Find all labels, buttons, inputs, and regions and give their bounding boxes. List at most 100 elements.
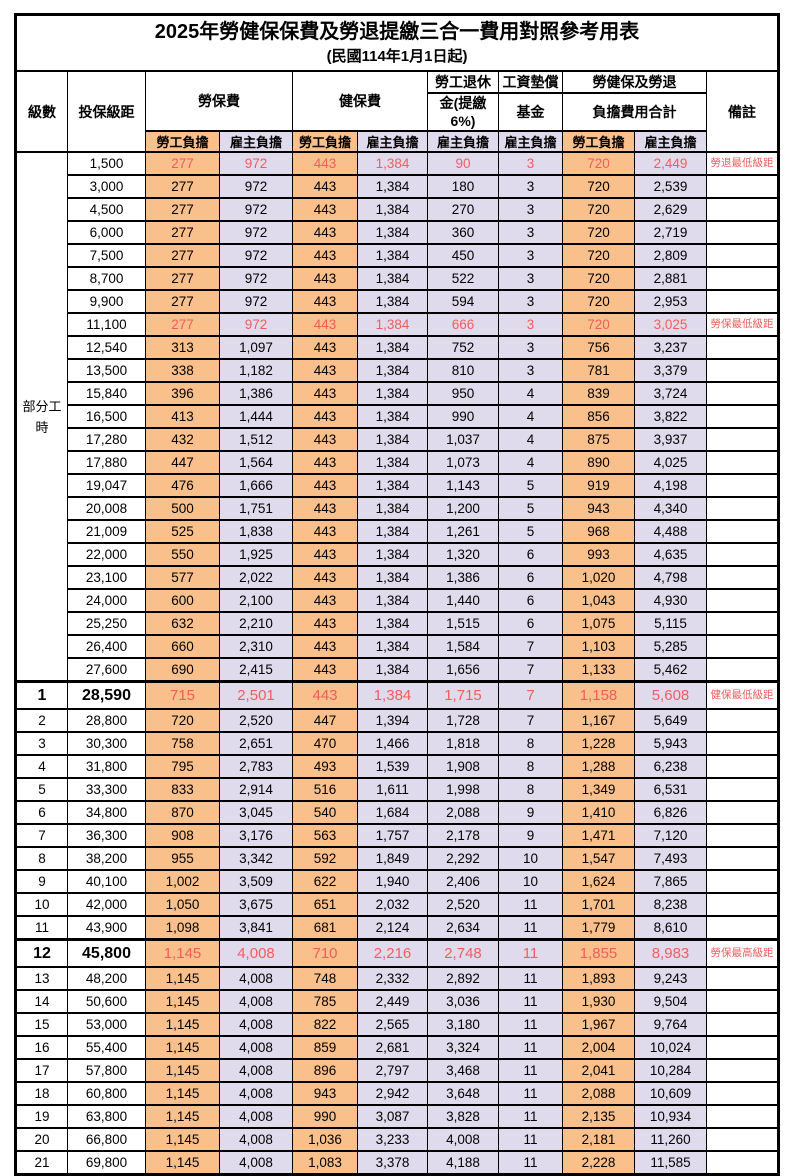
table-row: 8,700 277 972 443 1,384 522 3 720 2,881 [16, 266, 780, 291]
labor-employer-cell: 1,386 [219, 381, 293, 406]
wage-fund-employer-cell: 11 [498, 1081, 563, 1106]
bracket-cell: 20,008 [67, 496, 146, 521]
header-level: 級數 [15, 70, 68, 153]
wage-fund-employer-cell: 10 [498, 869, 563, 894]
bracket-cell: 25,250 [67, 611, 146, 636]
labor-employee-cell: 1,145 [145, 1035, 220, 1060]
header-row-groups-2: 金(提繳6%) 基金 負擔費用合計 [16, 92, 779, 132]
total-employer-cell: 3,724 [634, 381, 707, 406]
health-employee-cell: 443 [292, 151, 358, 176]
wage-fund-employer-cell: 11 [498, 892, 563, 917]
health-employer-cell: 1,384 [357, 496, 428, 521]
remark-cell [705, 174, 780, 199]
bracket-cell: 40,100 [67, 869, 146, 894]
total-employee-cell: 890 [562, 450, 635, 475]
title-row: 2025年勞健保保費及勞退提繳三合一費用對照參考用表 (民國114年1月1日起) [14, 13, 780, 72]
bracket-cell: 57,800 [67, 1058, 146, 1083]
pension-employer-cell: 4,188 [427, 1150, 499, 1176]
health-employee-cell: 563 [292, 823, 358, 848]
header-pension-line1: 勞工退休 [427, 70, 499, 94]
pension-employer-cell: 2,178 [427, 823, 499, 848]
pension-employer-cell: 666 [427, 312, 499, 337]
labor-employer-cell: 972 [219, 151, 293, 176]
bracket-cell: 23,100 [67, 565, 146, 590]
labor-employer-cell: 2,501 [219, 680, 293, 710]
header-health-insurance: 健保費 [292, 70, 428, 132]
labor-employee-cell: 577 [145, 565, 220, 590]
labor-employer-cell: 4,008 [219, 938, 293, 968]
labor-employer-cell: 4,008 [219, 1035, 293, 1060]
labor-employee-cell: 795 [145, 754, 220, 779]
header-hi-employee-share: 勞工負擔 [292, 130, 358, 153]
table-title-block: 2025年勞健保保費及勞退提繳三合一費用對照參考用表 (民國114年1月1日起) [14, 13, 780, 72]
pension-employer-cell: 3,180 [427, 1012, 499, 1037]
pension-employer-cell: 1,998 [427, 777, 499, 802]
bracket-cell: 42,000 [67, 892, 146, 917]
wage-fund-employer-cell: 3 [498, 266, 563, 291]
labor-employee-cell: 758 [145, 731, 220, 756]
table-row: 24,000 600 2,100 443 1,384 1,440 6 1,043 4,930 [16, 588, 780, 613]
remark-cell [705, 657, 780, 683]
bracket-cell: 38,200 [67, 846, 146, 871]
health-employer-cell: 1,384 [357, 473, 428, 498]
pension-employer-cell: 1,143 [427, 473, 499, 498]
header-pension-employer-share: 雇主負擔 [427, 130, 499, 153]
remark-cell [705, 289, 780, 314]
remark-cell [705, 846, 780, 871]
wage-fund-employer-cell: 4 [498, 404, 563, 429]
labor-employer-cell: 3,675 [219, 892, 293, 917]
bracket-cell: 7,500 [67, 243, 146, 268]
remark-cell [705, 989, 780, 1014]
health-employee-cell: 443 [292, 174, 358, 199]
health-employee-cell: 681 [292, 915, 358, 941]
page-subtitle: (民國114年1月1日起) [326, 48, 468, 65]
health-employer-cell: 1,384 [357, 358, 428, 383]
health-employer-cell: 1,384 [357, 588, 428, 613]
labor-employee-cell: 432 [145, 427, 220, 452]
total-employer-cell: 5,115 [634, 611, 707, 636]
labor-employee-cell: 1,145 [145, 1150, 220, 1176]
total-employer-cell: 5,943 [634, 731, 707, 756]
remark-cell [705, 731, 780, 756]
table-row: 18 60,800 1,145 4,008 943 2,942 3,648 11 2,088 10… [15, 1081, 780, 1106]
health-employee-cell: 443 [292, 542, 358, 567]
remark-cell [705, 823, 780, 848]
total-employer-cell: 3,237 [634, 335, 707, 360]
remark-cell [705, 777, 780, 802]
labor-employer-cell: 3,176 [219, 823, 293, 848]
remark-cell [705, 1127, 780, 1152]
health-employer-cell: 1,384 [357, 243, 428, 268]
health-employee-cell: 443 [292, 657, 358, 683]
pension-employer-cell: 1,656 [427, 657, 499, 683]
labor-employee-cell: 500 [145, 496, 220, 521]
level-cell: 15 [15, 1012, 68, 1037]
health-employer-cell: 1,384 [357, 404, 428, 429]
table-row: 部分工時 1,500 277 972 443 1,384 90 3 720 2,449 勞退最低級距 [15, 151, 780, 683]
table-row: 15 53,000 1,145 4,008 822 2,565 3,180 11 1,967 9,… [15, 1012, 780, 1037]
table-row: 7,500 277 972 443 1,384 450 3 720 2,809 [16, 243, 780, 268]
bracket-cell: 34,800 [67, 800, 146, 825]
health-employee-cell: 1,083 [292, 1150, 358, 1176]
level-cell: 17 [15, 1058, 68, 1083]
labor-employer-cell: 4,008 [219, 1081, 293, 1106]
pension-employer-cell: 1,261 [427, 519, 499, 544]
remark-cell [705, 496, 780, 521]
bracket-cell: 69,800 [67, 1150, 146, 1176]
labor-employer-cell: 972 [219, 289, 293, 314]
level-cell: 1 [15, 680, 68, 710]
bracket-cell: 19,047 [67, 473, 146, 498]
health-employee-cell: 748 [292, 966, 358, 991]
health-employee-cell: 443 [292, 680, 358, 710]
pension-employer-cell: 180 [427, 174, 499, 199]
total-employer-cell: 2,539 [634, 174, 707, 199]
level-cell: 8 [15, 846, 68, 871]
labor-employer-cell: 4,008 [219, 1104, 293, 1129]
wage-fund-employer-cell: 3 [498, 151, 563, 176]
total-employer-cell: 3,025 [634, 312, 707, 337]
health-employee-cell: 443 [292, 473, 358, 498]
table-row: 11 43,900 1,098 3,841 681 2,124 2,634 11 1,779 8,… [15, 915, 780, 941]
wage-fund-employer-cell: 3 [498, 174, 563, 199]
pension-employer-cell: 4,008 [427, 1127, 499, 1152]
wage-fund-employer-cell: 3 [498, 358, 563, 383]
total-employee-cell: 720 [562, 312, 635, 337]
